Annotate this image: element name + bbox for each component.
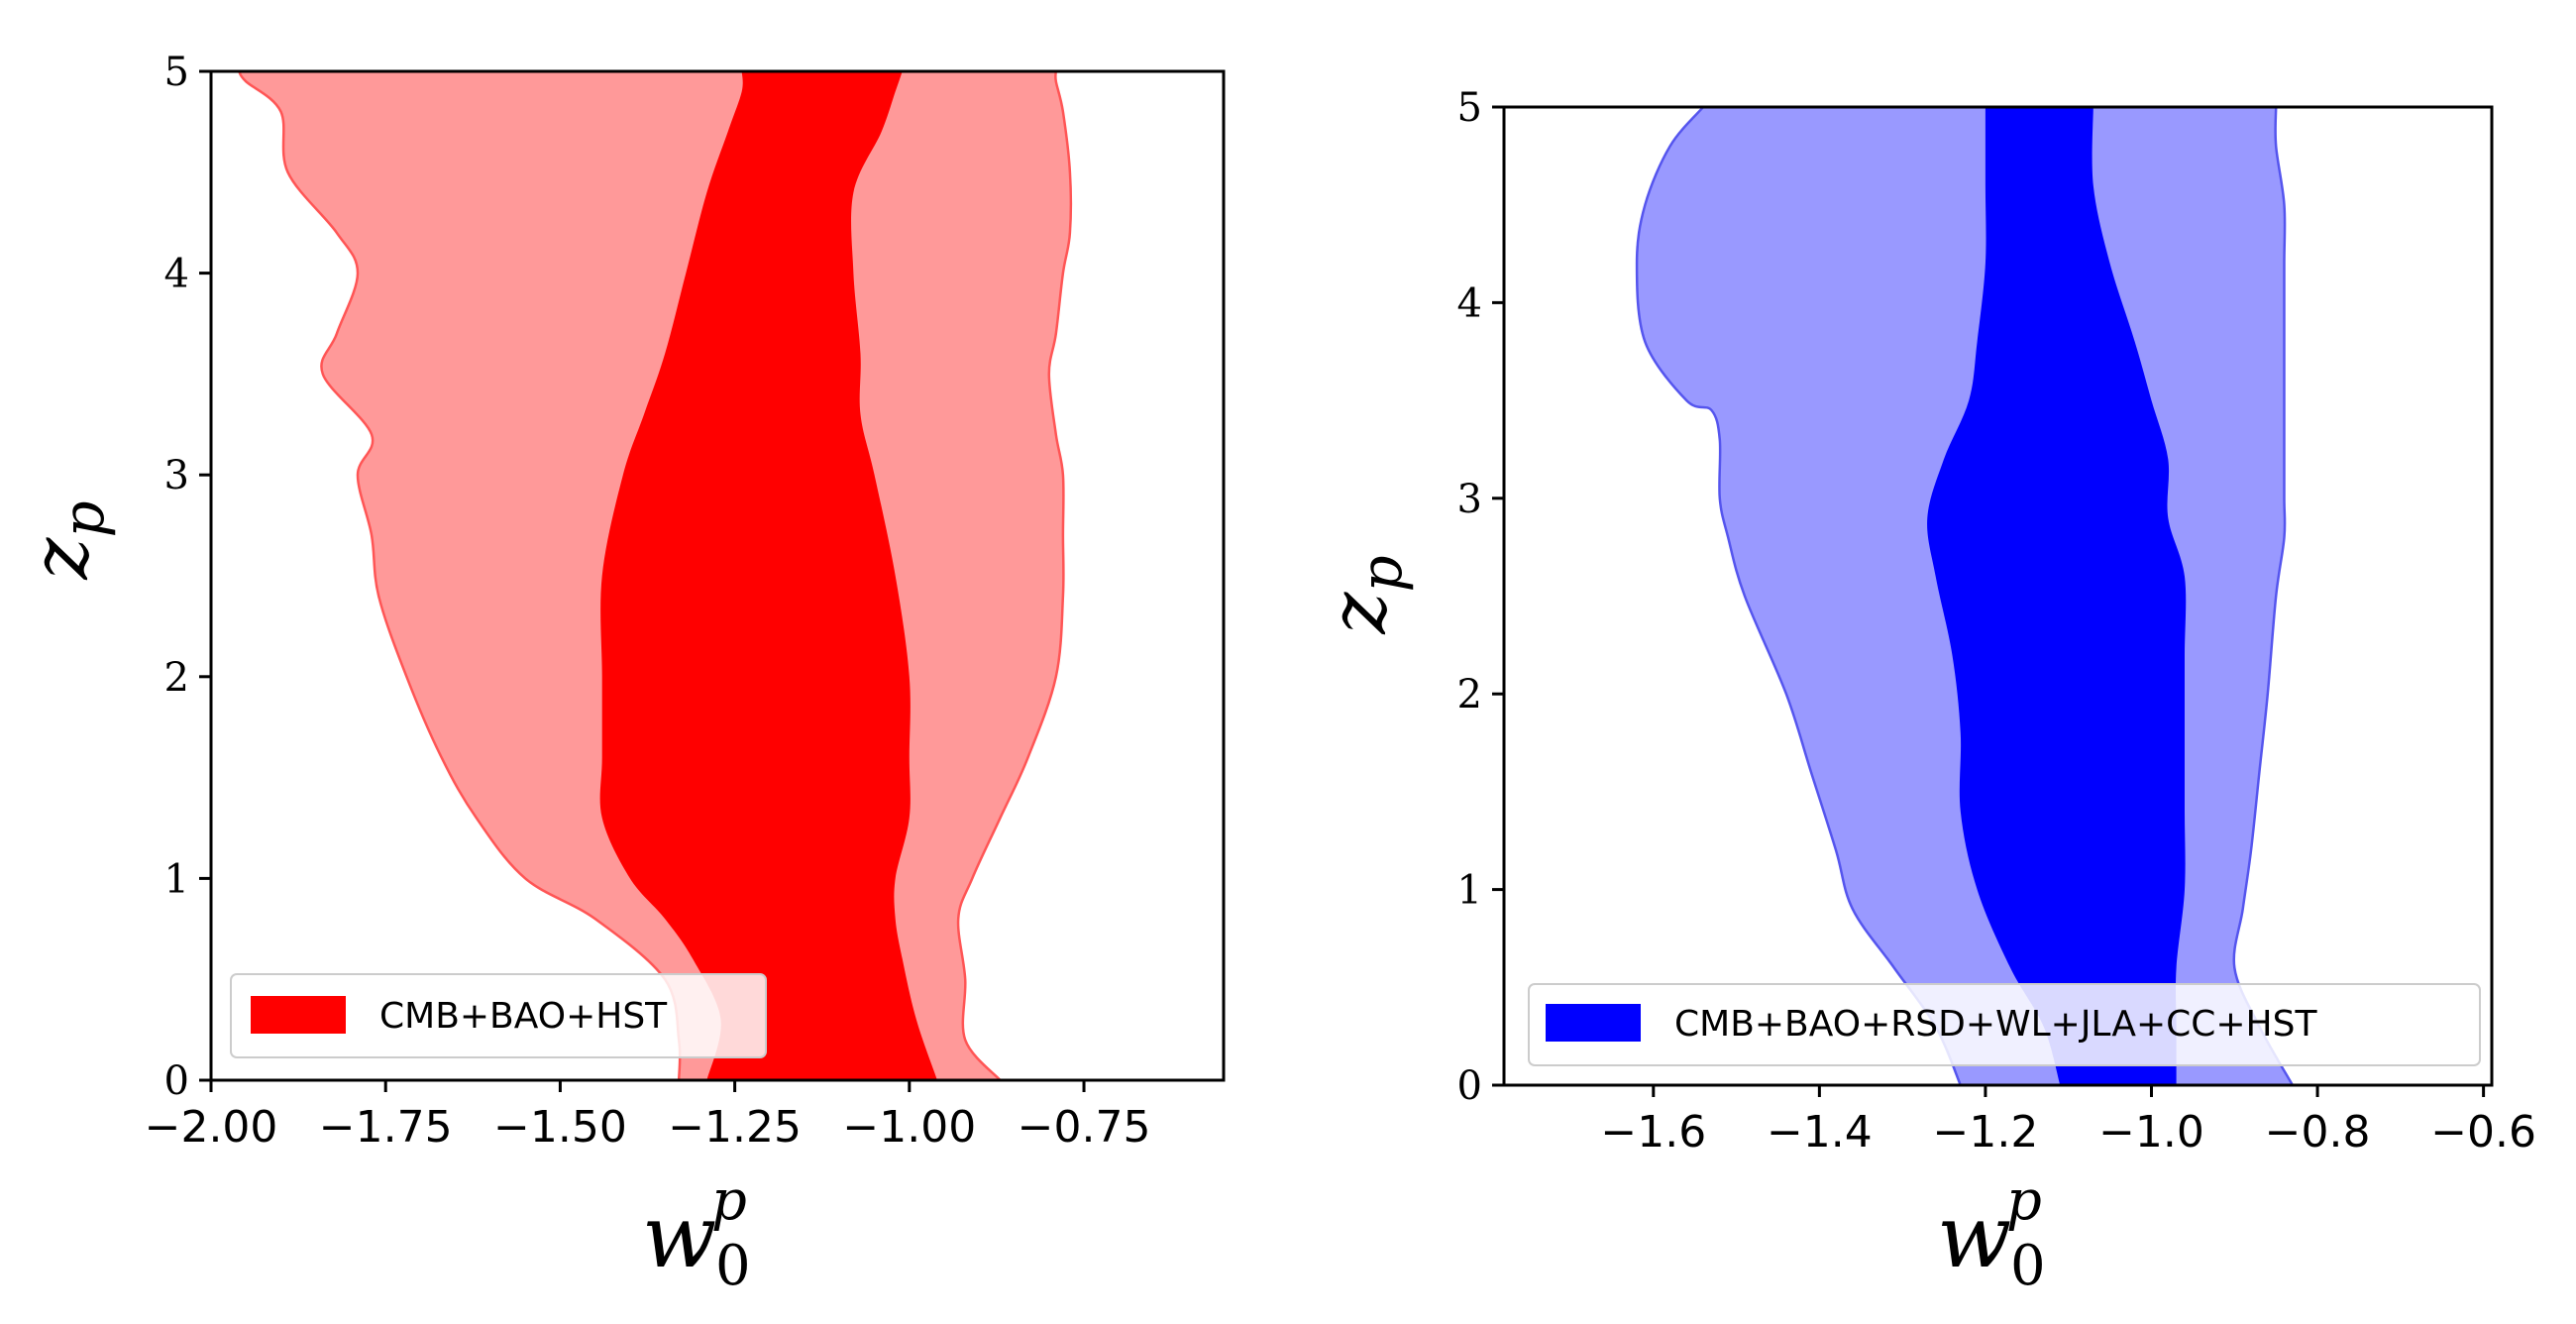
left-x-axis-label-sup: p xyxy=(711,1168,747,1233)
right-x-tick-label: −0.6 xyxy=(2430,1107,2536,1158)
svg-text:zp: zp xyxy=(14,500,117,580)
left-y-tick-label: 3 xyxy=(164,453,189,498)
left-x-axis-label-sub: 0 xyxy=(715,1234,751,1298)
left-y-tick-label: 5 xyxy=(164,50,189,95)
right-legend-box xyxy=(1528,983,2481,1066)
right-legend-label: CMB+BAO+RSD+WL+JLA+CC+HST xyxy=(1674,1004,2317,1045)
left-plot-frame xyxy=(209,69,1226,1082)
right-y-tick-label: 5 xyxy=(1457,85,1482,131)
right-y-tick-label: 4 xyxy=(1457,280,1482,326)
right-x-tick-label: −1.6 xyxy=(1600,1107,1706,1158)
right-x-axis-label: w p 0 xyxy=(1937,1168,2046,1298)
left-y-tick-label: 2 xyxy=(164,655,189,701)
right-y-tick-label: 1 xyxy=(1457,868,1482,914)
left-legend-label: CMB+BAO+HST xyxy=(379,996,668,1037)
right-x-tick-label: −1.0 xyxy=(2098,1107,2204,1158)
left-y-axis-label-main: z xyxy=(14,537,106,581)
left-y-axis-label: zp xyxy=(14,500,117,580)
left-y-tick-label: 0 xyxy=(164,1058,189,1104)
right-y-axis-label-sub: p xyxy=(1347,555,1415,592)
left-x-tick-label: −1.75 xyxy=(319,1102,453,1153)
right-x-tick-label: −1.4 xyxy=(1767,1107,1873,1158)
right-legend: CMB+BAO+RSD+WL+JLA+CC+HST xyxy=(1528,983,2481,1066)
left-x-tick-label: −0.75 xyxy=(1018,1102,1151,1153)
right-x-axis-label-main: w xyxy=(1937,1185,2011,1287)
right-panel: 0 1 2 3 4 5 −1.6 −1.4 −1.2 −1.0 −0.8 −0.6 CMB+BAO+… xyxy=(1312,85,2536,1298)
right-y-tick-label: 3 xyxy=(1457,477,1482,522)
right-legend-swatch xyxy=(1546,1004,1641,1042)
right-y-tick-label: 2 xyxy=(1457,672,1482,717)
right-y-axis-label-main: z xyxy=(1312,592,1404,635)
left-y-ticks: 0 1 2 3 4 5 xyxy=(164,50,211,1104)
right-x-axis-label-sub: 0 xyxy=(2010,1234,2046,1298)
right-x-tick-label: −0.8 xyxy=(2265,1107,2371,1158)
left-x-axis-label: w p 0 xyxy=(642,1168,751,1298)
left-x-tick-label: −1.25 xyxy=(668,1102,802,1153)
left-y-tick-label: 4 xyxy=(164,252,189,297)
left-confidence-regions xyxy=(237,71,1073,1080)
left-x-tick-label: −1.00 xyxy=(842,1102,976,1153)
right-x-ticks: −1.6 −1.4 −1.2 −1.0 −0.8 −0.6 xyxy=(1600,1085,2536,1158)
svg-text:zp: zp xyxy=(1312,555,1415,634)
left-region-68 xyxy=(599,71,937,1080)
left-x-tick-label: −1.50 xyxy=(493,1102,627,1153)
right-y-ticks: 0 1 2 3 4 5 xyxy=(1457,85,1504,1109)
left-legend: CMB+BAO+HST xyxy=(230,973,767,1058)
left-legend-box xyxy=(230,973,767,1058)
right-confidence-regions xyxy=(1635,107,2295,1085)
left-legend-swatch xyxy=(251,996,346,1034)
right-x-tick-label: −1.2 xyxy=(1933,1107,2039,1158)
right-x-axis-label-sup: p xyxy=(2006,1168,2042,1233)
right-plot-frame xyxy=(1502,105,2494,1087)
right-y-tick-label: 0 xyxy=(1457,1063,1482,1109)
left-y-tick-label: 1 xyxy=(164,856,189,902)
left-x-axis-label-main: w xyxy=(642,1185,716,1287)
left-panel: 0 1 2 3 4 5 −2.00 −1.75 −1.50 −1.25 −1.00 −0.75 CM… xyxy=(14,50,1226,1298)
left-x-ticks: −2.00 −1.75 −1.50 −1.25 −1.00 −0.75 xyxy=(145,1080,1151,1153)
left-x-tick-label: −2.00 xyxy=(145,1102,278,1153)
left-y-axis-label-sub: p xyxy=(50,500,117,537)
right-region-68 xyxy=(1927,107,2187,1085)
right-y-axis-label: zp xyxy=(1312,555,1415,634)
